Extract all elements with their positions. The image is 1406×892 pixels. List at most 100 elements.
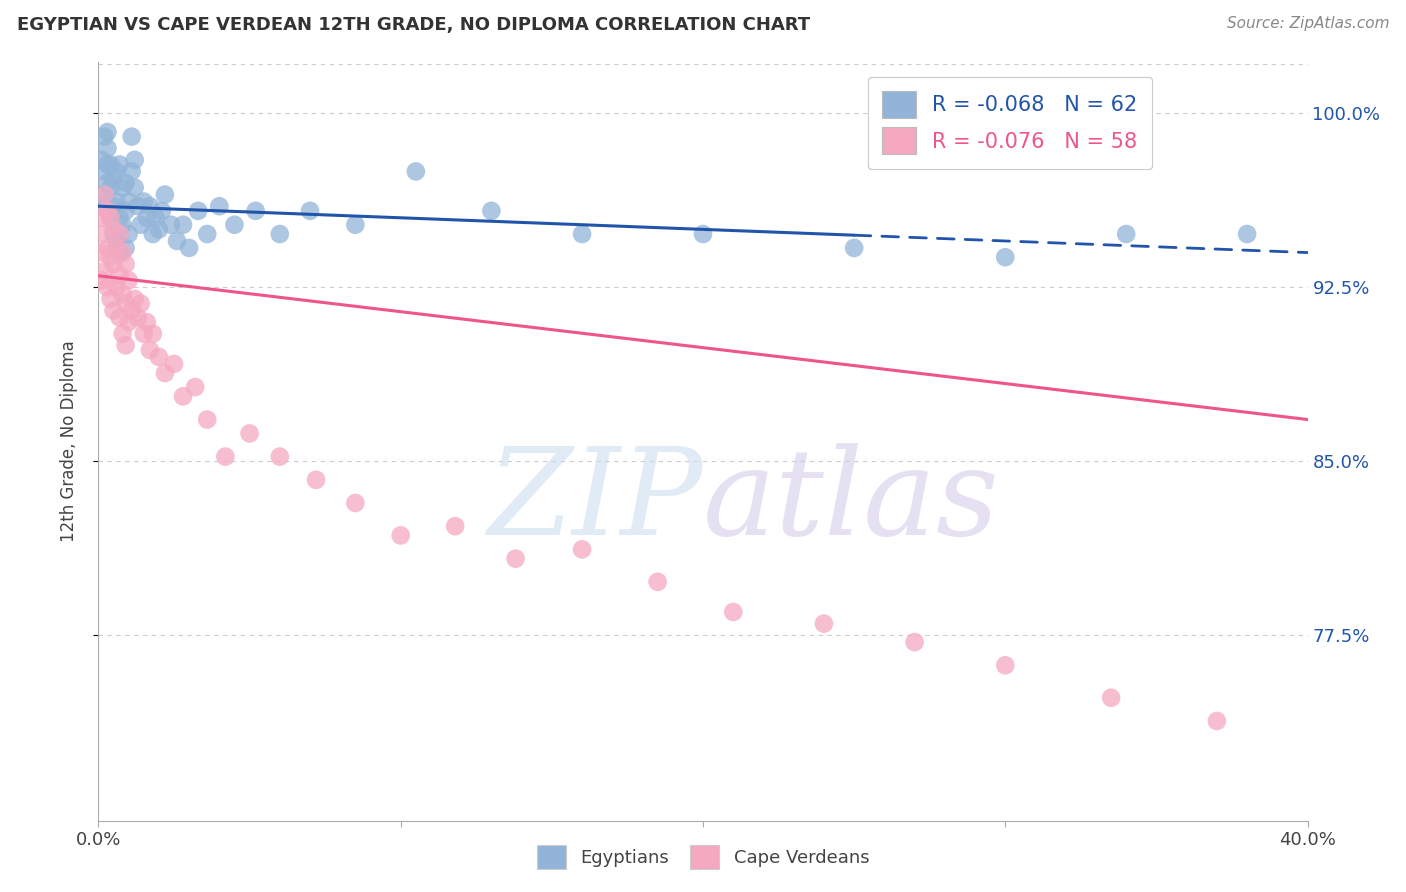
Point: [103, 303, 125, 318]
Point: [100, 211, 122, 225]
Point: [118, 315, 141, 329]
Point: [118, 194, 141, 209]
Point: [114, 176, 136, 190]
Point: [127, 199, 149, 213]
Point: [100, 211, 122, 225]
Point: [111, 180, 134, 194]
Point: [105, 194, 128, 209]
Point: [166, 234, 188, 248]
Point: [904, 635, 927, 649]
Point: [994, 250, 1017, 264]
Point: [96, 280, 118, 294]
Point: [481, 203, 503, 218]
Point: [108, 227, 131, 241]
Point: [184, 380, 207, 394]
Text: ZIP: ZIP: [488, 443, 703, 561]
Point: [160, 218, 183, 232]
Point: [208, 199, 231, 213]
Point: [90, 245, 112, 260]
Point: [90, 153, 112, 167]
Point: [114, 257, 136, 271]
Point: [100, 157, 122, 171]
Point: [195, 227, 218, 241]
Point: [142, 326, 165, 341]
Point: [129, 218, 152, 232]
Point: [844, 241, 866, 255]
Point: [93, 129, 115, 144]
Point: [100, 292, 122, 306]
Point: [179, 241, 201, 255]
Point: [111, 218, 134, 232]
Text: Source: ZipAtlas.com: Source: ZipAtlas.com: [1226, 16, 1389, 31]
Point: [172, 389, 194, 403]
Point: [224, 218, 246, 232]
Point: [105, 234, 128, 248]
Point: [142, 227, 165, 241]
Point: [121, 129, 143, 144]
Point: [96, 203, 118, 218]
Point: [132, 326, 155, 341]
Legend: R = -0.068   N = 62, R = -0.076   N = 58: R = -0.068 N = 62, R = -0.076 N = 58: [868, 77, 1152, 169]
Point: [111, 287, 134, 301]
Point: [505, 551, 527, 566]
Point: [96, 157, 118, 171]
Point: [1099, 690, 1122, 705]
Point: [299, 203, 322, 218]
Point: [111, 245, 134, 260]
Point: [118, 227, 141, 241]
Point: [389, 528, 412, 542]
Point: [129, 296, 152, 310]
Point: [132, 194, 155, 209]
Point: [214, 450, 236, 464]
Point: [148, 222, 170, 236]
Point: [108, 245, 131, 260]
Point: [90, 211, 112, 225]
Point: [127, 310, 149, 325]
Point: [105, 241, 128, 255]
Point: [90, 187, 112, 202]
Point: [96, 241, 118, 255]
Point: [405, 164, 427, 178]
Point: [93, 227, 115, 241]
Point: [118, 273, 141, 287]
Point: [121, 164, 143, 178]
Point: [647, 574, 669, 589]
Point: [994, 658, 1017, 673]
Point: [571, 227, 593, 241]
Point: [103, 227, 125, 241]
Point: [124, 153, 146, 167]
Point: [93, 264, 115, 278]
Point: [148, 350, 170, 364]
Point: [153, 366, 176, 380]
Point: [105, 280, 128, 294]
Point: [93, 164, 115, 178]
Point: [103, 257, 125, 271]
Point: [135, 315, 157, 329]
Point: [187, 203, 209, 218]
Point: [1236, 227, 1258, 241]
Point: [108, 310, 131, 325]
Text: atlas: atlas: [703, 443, 1000, 561]
Point: [723, 605, 745, 619]
Point: [100, 180, 122, 194]
Point: [145, 211, 167, 225]
Point: [1206, 714, 1229, 728]
Text: EGYPTIAN VS CAPE VERDEAN 12TH GRADE, NO DIPLOMA CORRELATION CHART: EGYPTIAN VS CAPE VERDEAN 12TH GRADE, NO …: [17, 16, 810, 34]
Point: [100, 250, 122, 264]
Point: [124, 292, 146, 306]
Point: [121, 303, 143, 318]
Point: [305, 473, 328, 487]
Point: [114, 241, 136, 255]
Point: [1115, 227, 1137, 241]
Point: [90, 273, 112, 287]
Point: [124, 180, 146, 194]
Point: [93, 187, 115, 202]
Y-axis label: 12th Grade, No Diploma: 12th Grade, No Diploma: [59, 341, 77, 542]
Point: [139, 343, 162, 357]
Point: [344, 496, 367, 510]
Point: [114, 338, 136, 352]
Point: [96, 141, 118, 155]
Point: [103, 171, 125, 186]
Point: [692, 227, 714, 241]
Point: [163, 357, 186, 371]
